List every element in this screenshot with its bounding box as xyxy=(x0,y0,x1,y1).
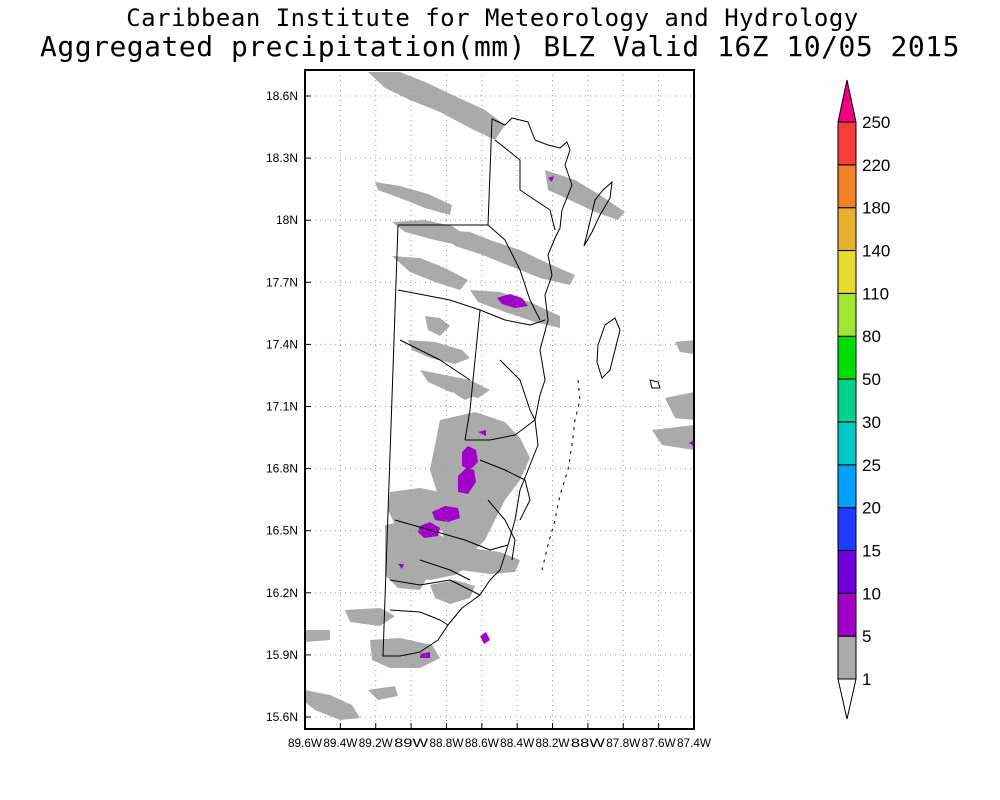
lon-tick-label: 89.4W xyxy=(323,736,358,750)
district-line xyxy=(394,519,509,551)
colorbar-segment xyxy=(837,378,857,423)
colorbar-label: 15 xyxy=(862,541,881,560)
lat-tick-label: 17.7N xyxy=(266,275,298,289)
lon-tick-label: 88W xyxy=(571,736,606,750)
colorbar-label: 110 xyxy=(862,284,889,303)
lat-tick-label: 15.6N xyxy=(266,710,298,724)
lon-tick-label: 88.2W xyxy=(536,736,571,750)
colorbar-bottom-triangle xyxy=(837,678,857,720)
colorbar-label: 140 xyxy=(862,242,890,261)
colorbar-label: 10 xyxy=(862,584,881,603)
colorbar-label: 30 xyxy=(862,413,881,432)
lat-tick-label: 16.5N xyxy=(266,524,298,538)
district-line xyxy=(397,289,546,326)
district-line xyxy=(399,339,471,381)
district-line xyxy=(487,224,541,321)
lon-tick-label: 87.6W xyxy=(642,736,677,750)
lon-tick-label: 87.4W xyxy=(677,736,712,750)
colorbar-segment xyxy=(837,335,857,380)
lat-tick-label: 16.8N xyxy=(266,462,298,476)
lon-tick-label: 88.6W xyxy=(465,736,500,750)
lat-tick-label: 18N xyxy=(276,213,298,227)
colorbar-label: 20 xyxy=(862,499,881,518)
colorbar-label: 80 xyxy=(862,327,881,346)
lon-tick-label: 88.4W xyxy=(500,736,535,750)
country-border xyxy=(382,117,573,657)
district-line xyxy=(479,459,531,521)
district-line xyxy=(487,499,516,561)
colorbar-top-triangle xyxy=(837,79,857,123)
lat-tick-label: 18.3N xyxy=(266,151,298,165)
lon-tick-label: 89.6W xyxy=(288,736,323,750)
title-line-1: Caribbean Institute for Meteorology and … xyxy=(126,4,859,32)
colorbar-segment xyxy=(837,464,857,509)
lat-tick-label: 17.4N xyxy=(266,337,298,351)
lat-tick-label: 15.9N xyxy=(266,648,298,662)
colorbar-label: 50 xyxy=(862,370,881,389)
ambergris-caye xyxy=(583,180,613,247)
lat-tick-label: 17.1N xyxy=(266,400,298,414)
district-line xyxy=(464,309,481,441)
lon-tick-label: 89.2W xyxy=(359,736,394,750)
district-line xyxy=(389,579,481,596)
lon-tick-label: 88.8W xyxy=(429,736,464,750)
title-line-2: Aggregated precipitation(mm) BLZ Valid 1… xyxy=(40,30,960,63)
colorbar-label: 5 xyxy=(862,627,871,646)
colorbar-segment xyxy=(837,121,857,166)
colorbar-segment xyxy=(837,421,857,466)
lighthouse-reef xyxy=(649,379,661,389)
colorbar-segment xyxy=(837,507,857,551)
lat-tick-label: 18.6N xyxy=(266,89,298,103)
district-line xyxy=(465,419,536,441)
islands xyxy=(541,180,661,571)
lon-tick-label: 89W xyxy=(394,736,429,750)
colorbar-label: 250 xyxy=(862,113,890,132)
district-line xyxy=(499,359,536,421)
belize-outline xyxy=(382,117,573,657)
colorbar-segment xyxy=(837,292,857,337)
colorbar-segment xyxy=(837,592,857,637)
barrier-reef xyxy=(541,379,581,571)
colorbar-segment xyxy=(837,207,857,252)
district-line xyxy=(494,139,556,231)
map-background xyxy=(305,70,694,729)
lon-tick-label: 87.8W xyxy=(606,736,641,750)
latitude-tick-labels: 18.6N 18.3N 18N 17.7N 17.4N 17.1N 16.8N 16.5N 16… xyxy=(266,89,311,724)
colorbar-label: 25 xyxy=(862,456,881,475)
district-line xyxy=(389,609,449,626)
colorbar-label: 1 xyxy=(862,670,871,689)
colorbar-segment xyxy=(837,250,857,294)
plot-frame xyxy=(304,69,695,730)
colorbar-segment xyxy=(837,549,857,594)
longitude-tick-labels: 89.6W 89.4W 89.2W 89W 88.8W 88.6W 88.4W 88.2W 88… xyxy=(288,723,712,750)
colorbar-segment xyxy=(837,164,857,209)
turneffe-islands xyxy=(596,317,621,379)
district-line xyxy=(419,559,471,581)
colorbar-label: 220 xyxy=(862,156,890,175)
lat-tick-label: 16.2N xyxy=(266,586,298,600)
colorbar-label: 180 xyxy=(862,199,890,218)
colorbar-segment xyxy=(837,635,857,680)
